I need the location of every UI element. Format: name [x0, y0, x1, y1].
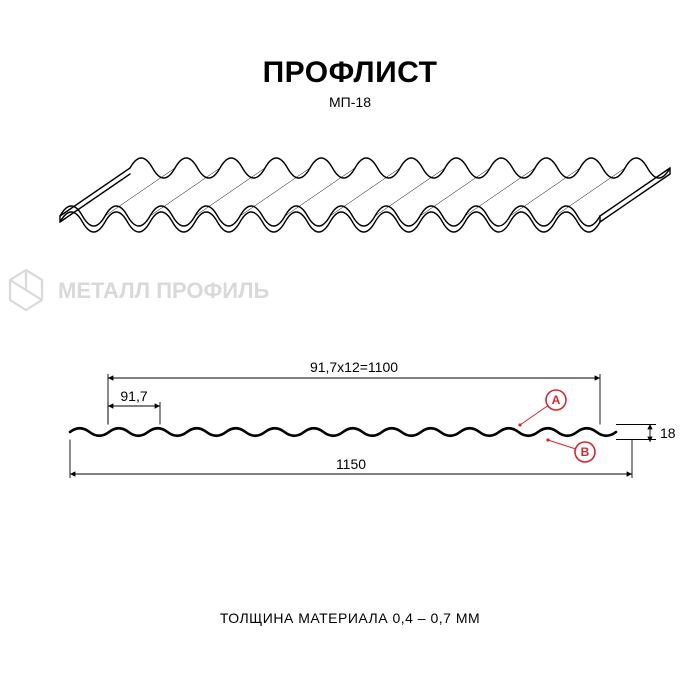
profile-drawing: 91,7х12=1100 91,7 1150 18 A B — [0, 340, 700, 540]
svg-text:1150: 1150 — [336, 456, 366, 472]
isometric-drawing — [0, 130, 700, 280]
svg-text:18: 18 — [660, 425, 676, 441]
diagram-page: { "header": { "title": "ПРОФЛИСТ", "subt… — [0, 0, 700, 700]
watermark-text: МЕТАЛЛ ПРОФИЛЬ — [58, 278, 270, 303]
footer-text: ТОЛЩИНА МАТЕРИАЛА 0,4 – 0,7 ММ — [0, 610, 700, 626]
svg-text:A: A — [552, 393, 561, 407]
page-title: ПРОФЛИСТ — [0, 56, 700, 90]
svg-text:B: B — [581, 445, 590, 459]
svg-text:91,7: 91,7 — [120, 388, 147, 404]
page-subtitle: МП-18 — [0, 94, 700, 110]
svg-text:91,7х12=1100: 91,7х12=1100 — [310, 359, 398, 375]
